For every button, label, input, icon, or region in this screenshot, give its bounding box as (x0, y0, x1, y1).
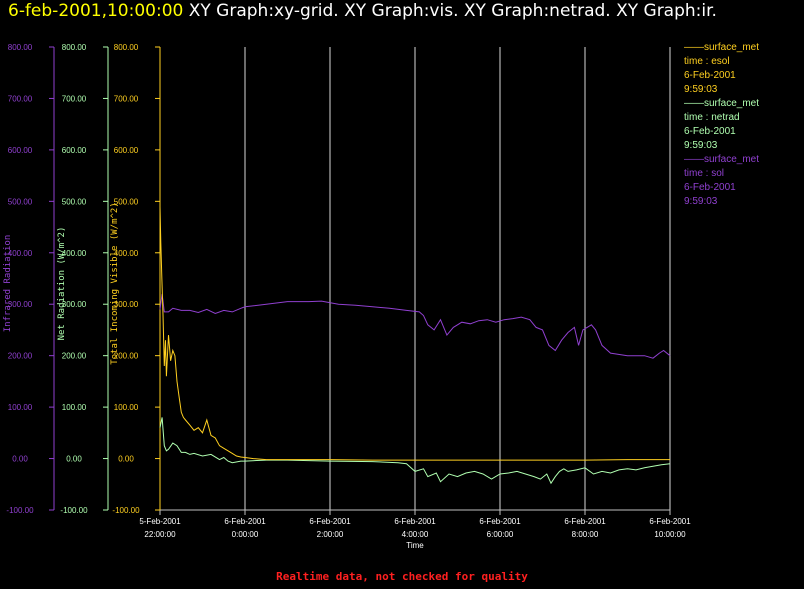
legend-line: ——surface_met (684, 154, 760, 165)
vis-tick-label: 0.00 (118, 455, 134, 464)
vis-tick-label: 800.00 (114, 43, 139, 52)
netrad-tick-label: 300.00 (62, 300, 87, 309)
netrad-axis-label: Net Radiation (W/m^2) (57, 227, 67, 341)
x-tick-label: 5-Feb-2001 (139, 517, 181, 526)
vis-tick-label: -100.00 (112, 506, 140, 515)
quality-warning: Realtime data, not checked for quality (276, 570, 528, 583)
ir-tick-label: 300.00 (8, 300, 33, 309)
legend-time: 9:59:03 (684, 140, 718, 151)
chart-title: 6-feb-2001,10:00:00 XY Graph:xy-grid. XY… (8, 1, 717, 21)
x-tick-label: 0:00:00 (232, 530, 259, 539)
legend-date: 6-Feb-2001 (684, 70, 736, 81)
x-tick-label: 22:00:00 (144, 530, 176, 539)
x-axis-label: Time (406, 541, 424, 550)
ir-tick-label: 100.00 (8, 403, 33, 412)
legend-time: 9:59:03 (684, 84, 718, 95)
x-tick-label: 10:00:00 (654, 530, 686, 539)
x-tick-label: 6-Feb-2001 (649, 517, 691, 526)
legend-var: time : esol (684, 56, 730, 67)
netrad-tick-label: -100.00 (60, 506, 88, 515)
ir-axis-label: Infrared Radiation (3, 235, 13, 333)
ir-tick-label: 500.00 (8, 197, 33, 206)
netrad-tick-label: 200.00 (62, 352, 87, 361)
x-tick-label: 4:00:00 (402, 530, 429, 539)
legend-time: 9:59:03 (684, 196, 718, 207)
x-tick-label: 6:00:00 (487, 530, 514, 539)
title-timestamp: 6-feb-2001,10:00:00 (8, 1, 184, 21)
ir-tick-label: -100.00 (6, 506, 34, 515)
vis-tick-label: 600.00 (114, 146, 139, 155)
x-tick-label: 6-Feb-2001 (394, 517, 436, 526)
ir-tick-label: 700.00 (8, 94, 33, 103)
vis-tick-label: 500.00 (114, 197, 139, 206)
x-tick-label: 6-Feb-2001 (224, 517, 266, 526)
legend-line: ——surface_met (684, 98, 760, 109)
legend-date: 6-Feb-2001 (684, 126, 736, 137)
vis-tick-label: 700.00 (114, 94, 139, 103)
ir-tick-label: 800.00 (8, 43, 33, 52)
series-line-ir (159, 293, 671, 359)
x-tick-label: 2:00:00 (317, 530, 344, 539)
netrad-tick-label: 500.00 (62, 197, 87, 206)
vis-tick-label: 400.00 (114, 249, 139, 258)
x-tick-label: 6-Feb-2001 (564, 517, 606, 526)
netrad-tick-label: 100.00 (62, 403, 87, 412)
netrad-tick-label: 0.00 (66, 455, 82, 464)
legend-line: ——surface_met (684, 42, 760, 53)
legend-var: time : sol (684, 168, 725, 179)
ir-tick-label: 400.00 (8, 249, 33, 258)
netrad-tick-label: 400.00 (62, 249, 87, 258)
ir-tick-label: 200.00 (8, 352, 33, 361)
netrad-tick-label: 800.00 (62, 43, 87, 52)
title-graphs: XY Graph:xy-grid. XY Graph:vis. XY Graph… (188, 1, 717, 21)
x-tick-label: 8:00:00 (572, 530, 599, 539)
legend-date: 6-Feb-2001 (684, 182, 736, 193)
ir-tick-label: 0.00 (12, 455, 28, 464)
x-tick-label: 6-Feb-2001 (309, 517, 351, 526)
legend-var: time : netrad (684, 112, 740, 123)
series-line-netrad (159, 417, 671, 485)
netrad-tick-label: 600.00 (62, 146, 87, 155)
x-tick-label: 6-Feb-2001 (479, 517, 521, 526)
netrad-tick-label: 700.00 (62, 94, 87, 103)
series-line-vis (159, 206, 670, 461)
vis-tick-label: 300.00 (114, 300, 139, 309)
vis-axis-label: Total Incoming Visible (W/m^2) (110, 202, 120, 365)
vis-tick-label: 200.00 (114, 352, 139, 361)
vis-tick-label: 100.00 (114, 403, 139, 412)
ir-tick-label: 600.00 (8, 146, 33, 155)
